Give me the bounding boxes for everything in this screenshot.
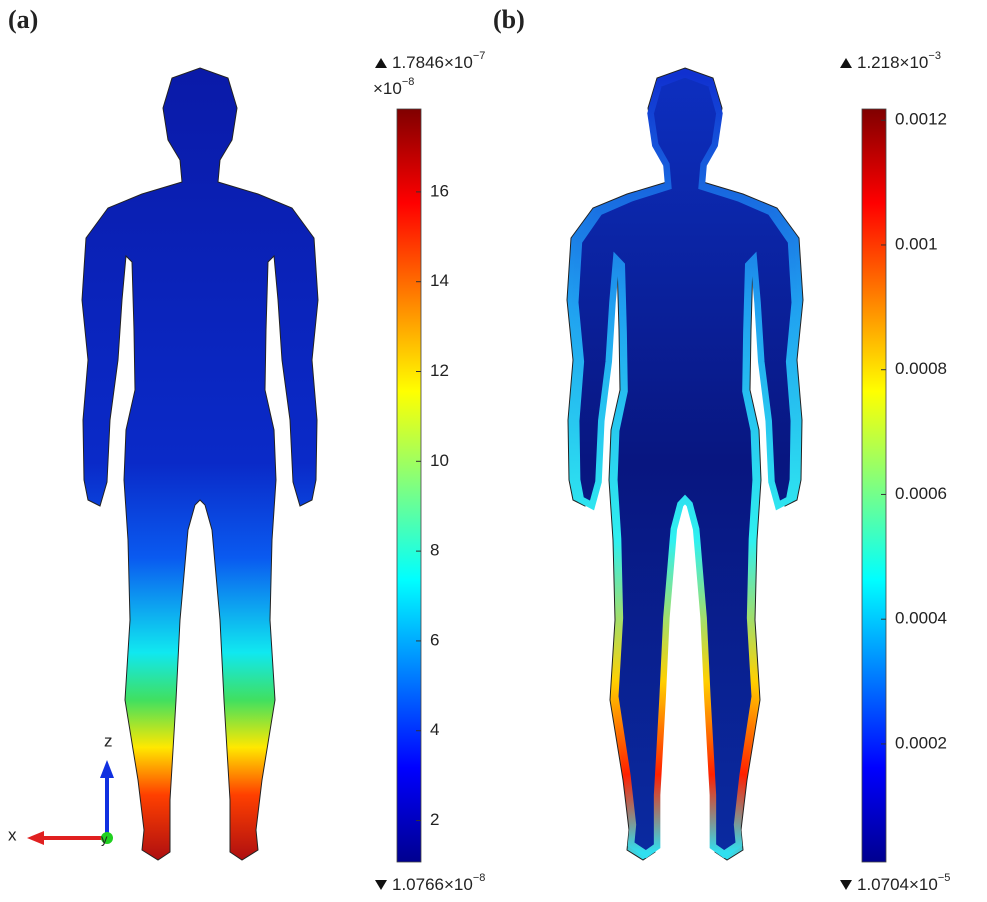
colorbar-tick-label: 6 (430, 630, 439, 649)
min-label-exp: −5 (938, 872, 951, 884)
min-label: 1.0766×10−8 (392, 872, 485, 895)
colorbar (861, 108, 887, 863)
panel-label: (b) (493, 5, 525, 34)
max-label-text: 1.7846×10 (392, 53, 473, 72)
colorbar-tick-label: 8 (430, 541, 439, 560)
axis-label: y (101, 831, 108, 846)
min-label: 1.0704×10−5 (857, 872, 950, 895)
colorbar-tick-label: 4 (430, 720, 439, 739)
colorbar-tick-label: 0.0006 (895, 484, 947, 503)
max-label: 1.218×10−3 (857, 50, 941, 73)
scale-label-exp: −8 (402, 76, 415, 88)
colorbar-tick-label: 0.0002 (895, 733, 947, 752)
colorbar-tick-label: 2 (430, 810, 439, 829)
scale-label: ×10−8 (373, 76, 414, 99)
min-marker (375, 880, 387, 890)
max-label-exp: −7 (473, 50, 486, 62)
colorbar-tick-label: 16 (430, 181, 449, 200)
max-label-text: 1.218×10 (857, 53, 928, 72)
min-label-text: 1.0766×10 (392, 875, 473, 894)
colorbar-tick-label: 12 (430, 361, 449, 380)
axis-label: x (8, 825, 17, 844)
colorbar-tick-label: 0.001 (895, 234, 938, 253)
axis-triad: z x y (8, 731, 114, 846)
colorbar (396, 108, 422, 863)
colorbar-tick-label: 10 (430, 451, 449, 470)
colorbar-tick-label: 0.0008 (895, 359, 947, 378)
max-marker (375, 58, 387, 68)
min-label-exp: −8 (473, 872, 486, 884)
body-field (81, 67, 319, 861)
panel-label: (a) (8, 5, 38, 34)
min-marker (840, 880, 852, 890)
max-marker (840, 58, 852, 68)
scale-label-text: ×10 (373, 79, 402, 98)
body-field (571, 70, 799, 859)
axis-label: z (104, 731, 113, 750)
colorbar-tick-label: 14 (430, 271, 449, 290)
colorbar-tick-label: 0.0004 (895, 609, 947, 628)
colorbar-tick-label: 0.0012 (895, 110, 947, 129)
max-label: 1.7846×10−7 (392, 50, 485, 73)
min-label-text: 1.0704×10 (857, 875, 938, 894)
max-label-exp: −3 (928, 50, 941, 62)
